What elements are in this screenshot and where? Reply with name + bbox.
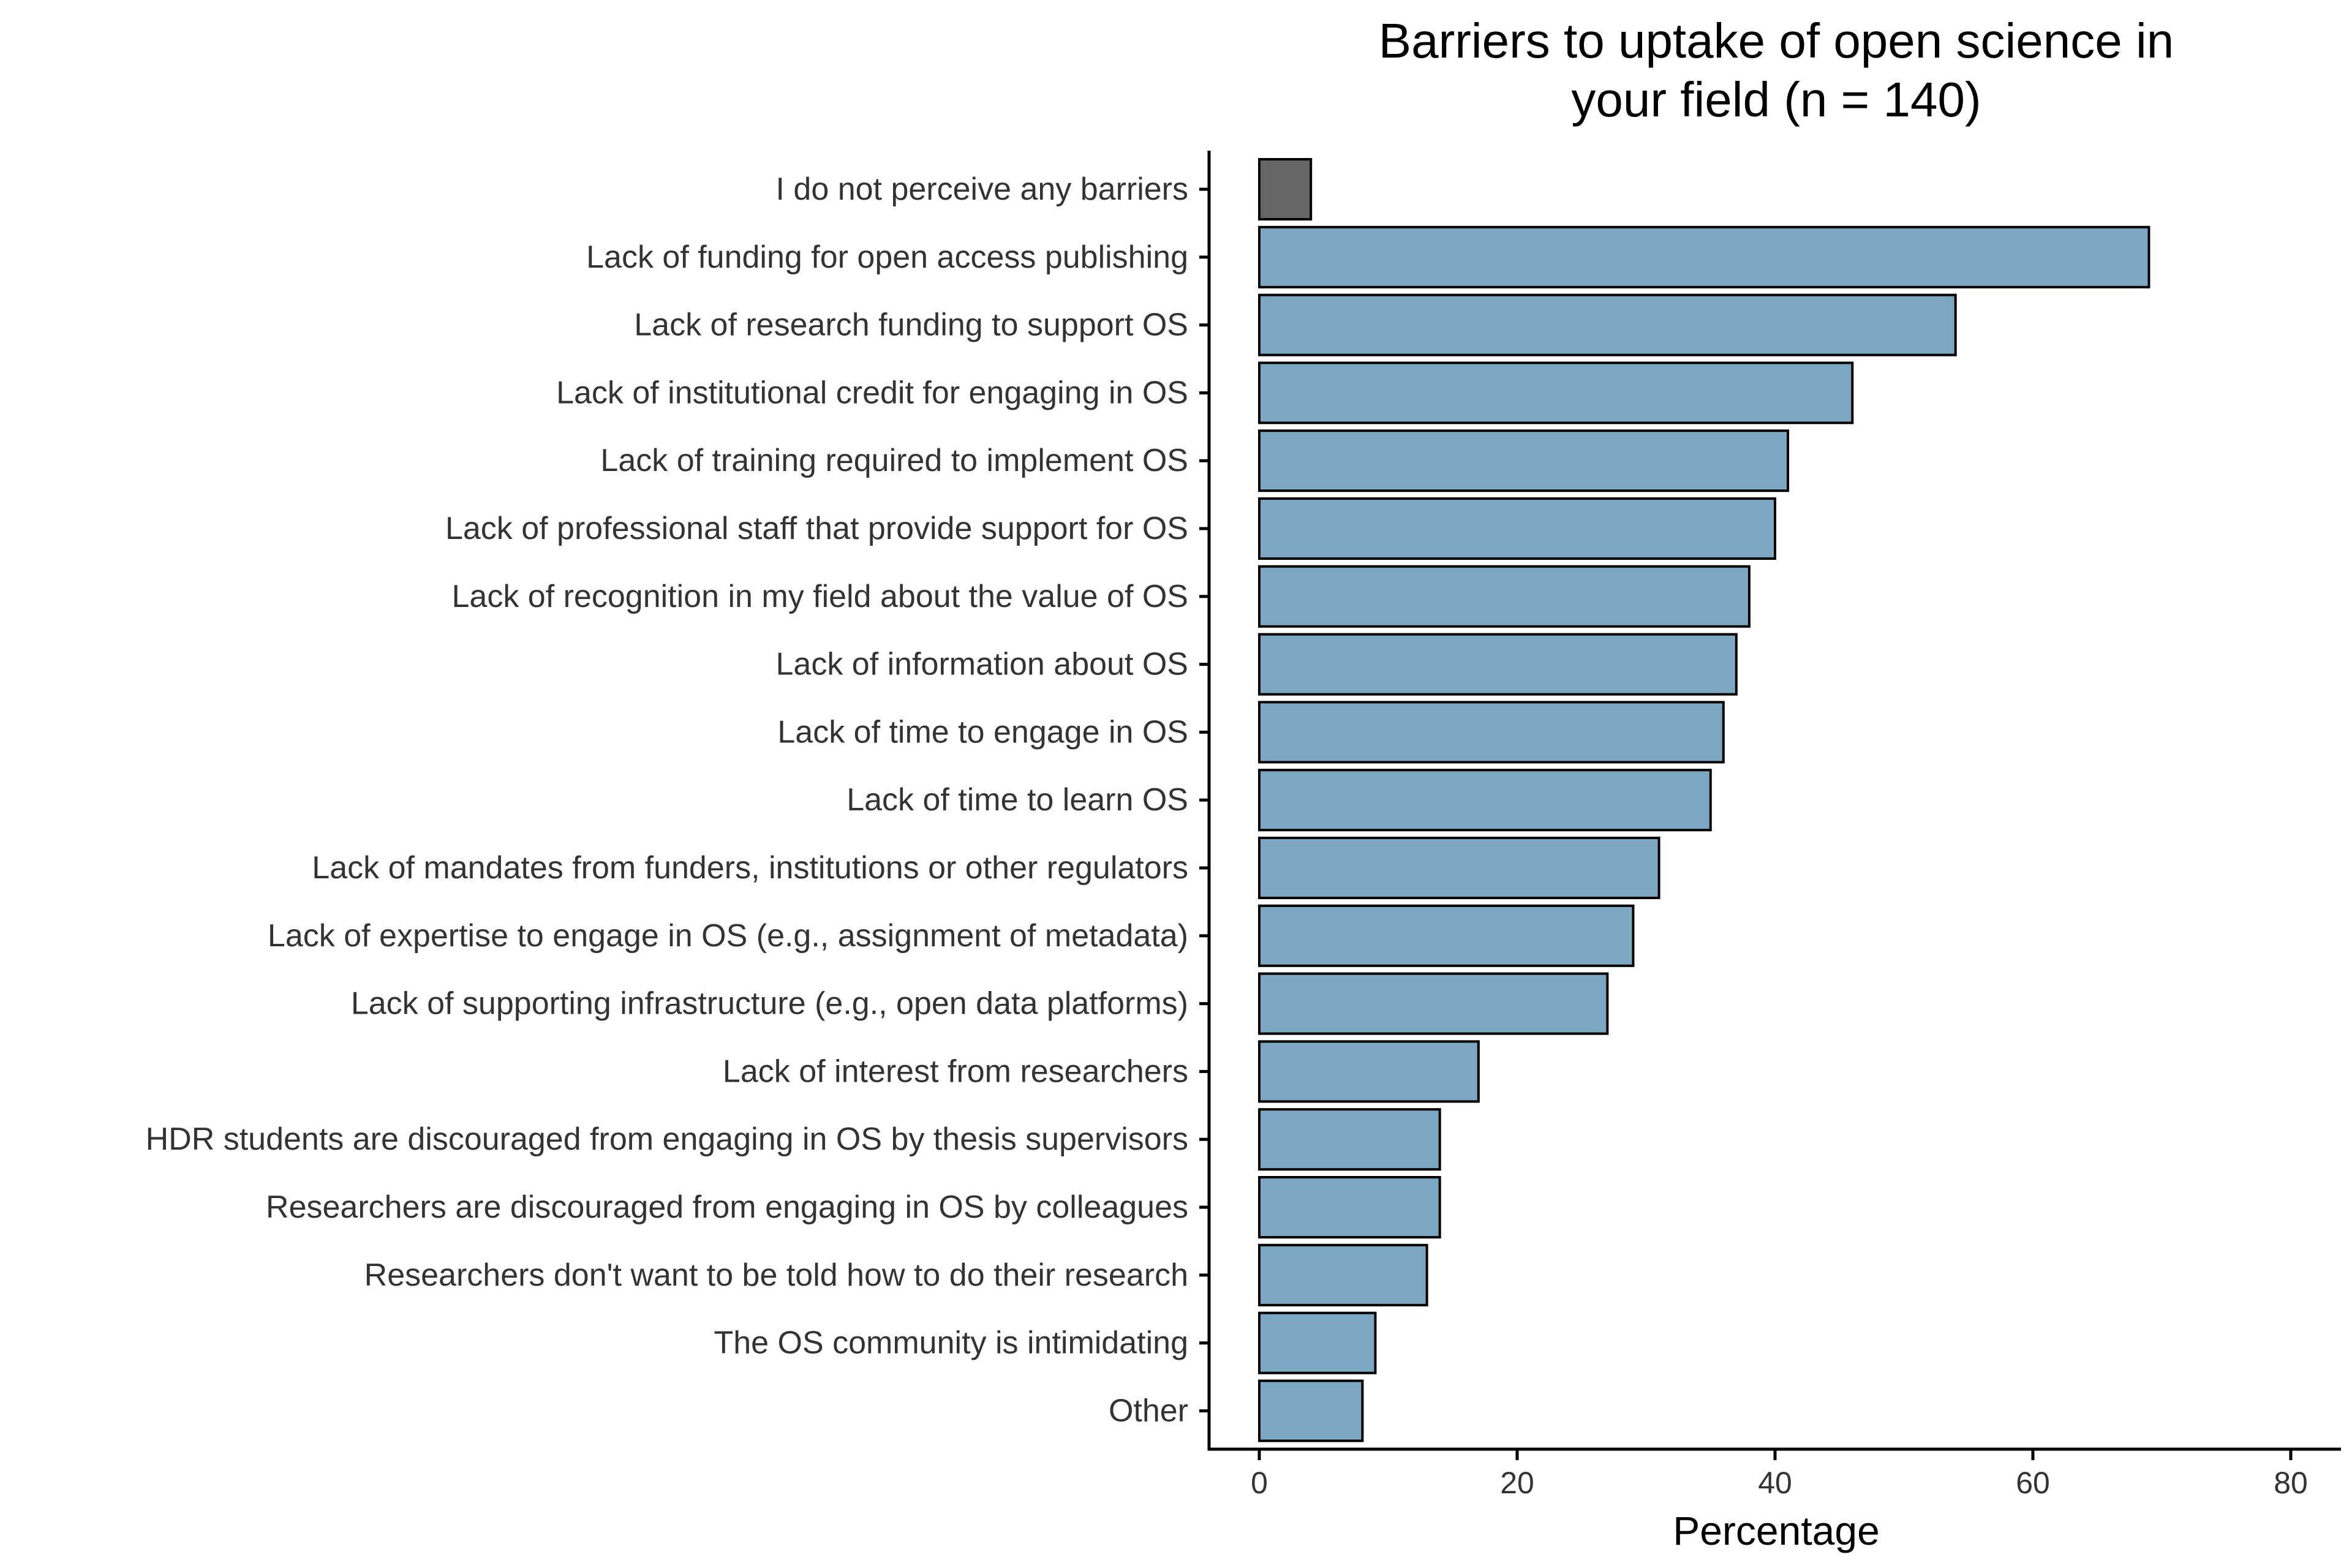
bars (1258, 158, 2150, 1442)
category-label-10: Lack of mandates from funders, instituti… (312, 850, 1188, 886)
bar-18 (1258, 1379, 1364, 1442)
category-label-14: HDR students are discouraged from engagi… (146, 1121, 1188, 1157)
bar-6 (1258, 565, 1751, 628)
bar-16 (1258, 1243, 1428, 1306)
x-axis-title: Percentage (1673, 1508, 1880, 1553)
chart-title-line-2: your field (n = 140) (1571, 72, 1981, 127)
bar-14 (1258, 1108, 1441, 1171)
category-label-3: Lack of institutional credit for engagin… (556, 375, 1188, 410)
category-label-4: Lack of training required to implement O… (600, 443, 1188, 478)
category-label-15: Researchers are discouraged from engagin… (266, 1189, 1188, 1225)
bar-11 (1258, 904, 1635, 967)
bar-1 (1258, 225, 2150, 288)
bar-8 (1258, 701, 1725, 764)
bar-7 (1258, 633, 1738, 696)
category-label-17: The OS community is intimidating (714, 1325, 1189, 1361)
bar-2 (1258, 293, 1957, 356)
category-label-7: Lack of information about OS (776, 647, 1189, 682)
x-tick-label-1: 20 (1500, 1466, 1534, 1500)
category-label-8: Lack of time to engage in OS (777, 714, 1188, 750)
category-label-16: Researchers don't want to be told how to… (364, 1257, 1188, 1293)
category-label-9: Lack of time to learn OS (846, 782, 1188, 818)
x-tick-label-3: 60 (2016, 1466, 2050, 1500)
bar-15 (1258, 1176, 1441, 1238)
chart-title: Barriers to uptake of open science in yo… (1379, 13, 2174, 127)
bar-0 (1258, 158, 1313, 221)
category-label-1: Lack of funding for open access publishi… (586, 239, 1188, 275)
bar-10 (1258, 837, 1660, 899)
bar-3 (1258, 361, 1854, 424)
category-label-18: Other (1109, 1393, 1188, 1428)
bar-17 (1258, 1311, 1377, 1374)
bar-13 (1258, 1040, 1480, 1103)
category-label-2: Lack of research funding to support OS (634, 307, 1188, 343)
category-label-11: Lack of expertise to engage in OS (e.g.,… (268, 918, 1188, 954)
x-tick-label-4: 80 (2274, 1466, 2308, 1500)
bar-4 (1258, 429, 1790, 492)
category-label-12: Lack of supporting infrastructure (e.g.,… (351, 986, 1188, 1022)
category-label-13: Lack of interest from researchers (723, 1054, 1188, 1089)
category-label-5: Lack of professional staff that provide … (445, 511, 1188, 546)
chart-title-line-1: Barriers to uptake of open science in (1379, 13, 2174, 68)
bar-9 (1258, 769, 1712, 832)
bar-5 (1258, 497, 1776, 560)
category-label-6: Lack of recognition in my field about th… (452, 579, 1188, 614)
x-tick-label-2: 40 (1758, 1466, 1792, 1500)
category-label-0: I do not perceive any barriers (776, 172, 1188, 207)
bar-12 (1258, 972, 1609, 1035)
category-labels: I do not perceive any barriers Lack of fu… (146, 172, 1209, 1428)
x-axis-ticks: 0 20 40 60 80 (1251, 1449, 2308, 1500)
x-tick-label-0: 0 (1251, 1466, 1268, 1500)
